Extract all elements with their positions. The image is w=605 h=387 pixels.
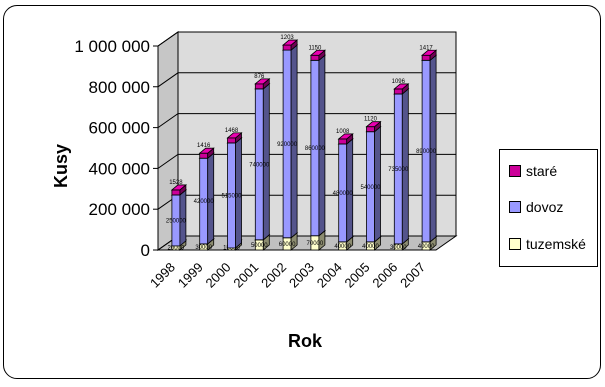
x-tick-label: 2000 [203,260,234,291]
data-label: 740000 [249,162,270,168]
bar-top [393,83,410,90]
data-label: 540000 [360,185,381,191]
x-tick-label: 2003 [286,260,317,291]
bars: 20000 250000 1528 30000 420000 1416 10000 51500… [166,35,438,252]
x-tick-label: 2005 [342,260,373,291]
data-label: 1120 [364,117,378,123]
data-label: 890000 [416,149,437,155]
bar-segment [420,49,438,62]
bar-front [421,54,431,61]
data-label: 515000 [221,193,242,199]
y-axis-title: Kusy [51,144,71,188]
chart-area: 0 200 000 400 000 600 000 800 000 1 000 000 2… [51,31,458,351]
y-tick-label: 400 000 [89,159,150,178]
legend-swatch-stare [509,165,521,177]
data-label: 920000 [277,142,298,148]
data-label: 1096 [392,79,406,85]
data-label: 40000 [362,244,379,250]
data-label: 30000 [390,245,407,251]
x-tick-label: 1998 [147,260,178,291]
bar-segment [393,83,410,95]
bar-front [366,126,375,133]
y-tick-label: 200 000 [89,200,150,219]
legend: staré dovoz tuzemské [499,149,598,267]
chart-frame: 0 200 000 400 000 600 000 800 000 1 000 000 2… [3,5,601,379]
legend-label-stare: staré [526,163,558,179]
legend-item-stare: staré [509,162,557,180]
legend-label-dovoz: dovoz [526,199,564,215]
x-tick-label: 1999 [175,260,206,291]
bar-top [281,39,299,46]
legend-label-tuzemske: tuzemské [526,236,586,252]
data-label: 1468 [225,128,239,134]
data-label: 1417 [419,45,433,51]
gridline [157,153,456,169]
data-label: 70000 [307,241,324,247]
bar-top [170,184,188,191]
x-axis-title: Rok [288,331,323,351]
gridline [157,72,456,88]
x-tick-label: 2007 [397,260,428,291]
bar-front [393,88,403,95]
x-tick-label: 2001 [230,260,261,291]
data-label: 735000 [388,167,409,173]
bar-front [227,137,236,144]
data-label: 250000 [166,218,187,224]
data-label: 1203 [280,35,294,41]
x-tick-label: 2002 [258,260,289,291]
x-tick-label: 2006 [369,260,400,291]
data-label: 1416 [197,143,211,149]
y-tick-label: 1 000 000 [74,37,150,56]
data-label: 50000 [251,243,268,249]
bar-top [309,49,327,56]
y-axis-ticks: 0 200 000 400 000 600 000 800 000 1 000 000 [74,37,158,260]
bar-segment [281,39,299,51]
bar-front [282,44,292,51]
legend-swatch-tuzemske [509,238,521,250]
bar-top [365,121,382,128]
data-label: 10000 [223,246,240,252]
bar-segment [170,184,188,196]
bar-segment [226,132,243,144]
data-label: 1008 [336,129,350,135]
data-label: 1150 [308,45,322,51]
bar-segment [393,88,410,245]
gridline [157,31,456,47]
bar-segment [254,77,271,90]
legend-item-tuzemske: tuzemské [509,235,586,253]
data-label: 30000 [195,245,212,251]
bar-front [338,138,348,145]
y-tick-label: 0 [141,241,150,260]
bar-front [254,83,264,90]
y-tick-label: 600 000 [89,119,150,138]
bar-top [198,147,215,154]
legend-item-dovoz: dovoz [509,198,563,216]
data-label: 1528 [169,180,183,186]
y-tick-label: 800 000 [89,78,150,97]
bar-segment [198,147,215,160]
bar-segment [337,133,354,145]
gridline [157,113,456,129]
data-label: 420000 [194,199,215,205]
data-label: 40000 [418,244,435,250]
data-label: 860000 [305,146,326,152]
bar-front [310,54,320,61]
bar-segment [309,54,327,237]
bar-top [420,49,438,56]
bar-front [171,189,181,196]
bar-segment [309,49,327,62]
bar-front [199,152,209,159]
x-tick-label: 2004 [314,260,345,291]
data-label: 60000 [279,242,296,248]
data-label: 876 [254,74,265,80]
data-label: 20000 [168,246,185,252]
bar-top [254,78,271,85]
data-label: 480000 [333,191,354,197]
bar-top [226,132,243,139]
legend-swatch-dovoz [509,201,521,213]
bar-top [337,133,354,140]
data-label: 40000 [334,244,351,250]
bar-segment [365,120,382,133]
